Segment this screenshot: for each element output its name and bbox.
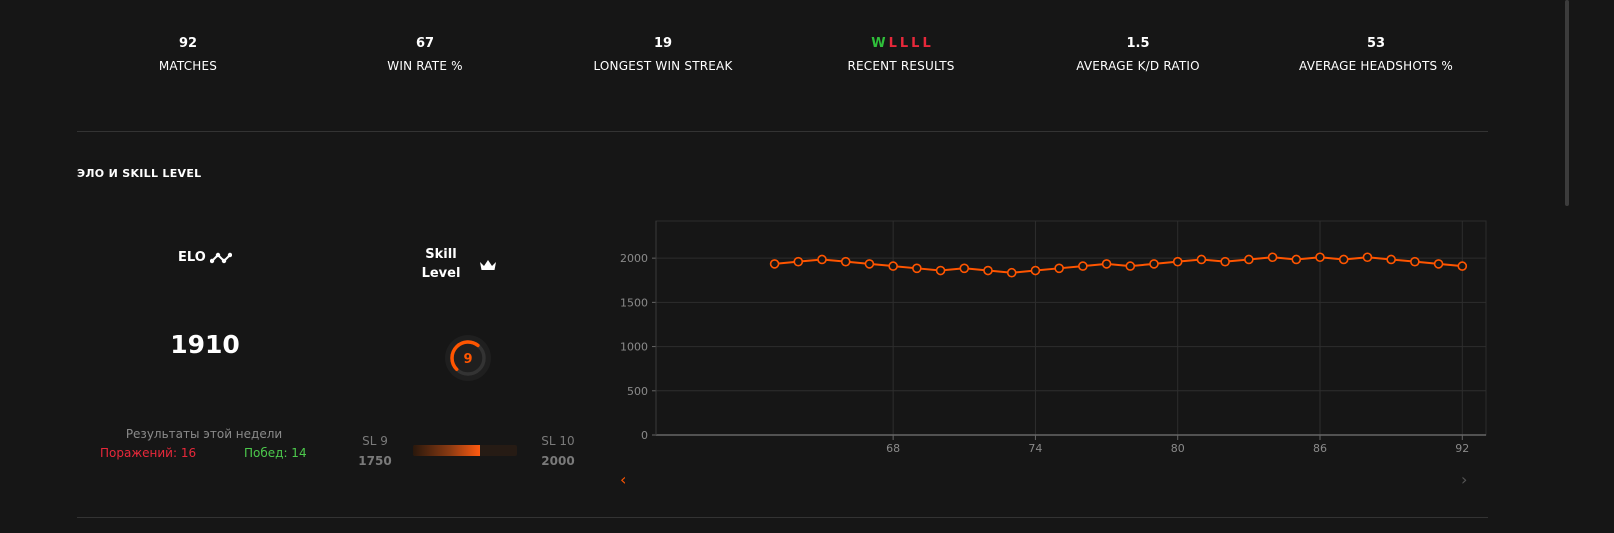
skill-label-line2: Level — [421, 266, 461, 281]
elo-data-point — [1457, 261, 1468, 271]
stat-value: 1.5 — [1126, 36, 1150, 51]
chart-prev-button[interactable]: ‹ — [620, 470, 627, 489]
stat-win-rate: 67 WIN RATE % — [305, 36, 545, 75]
elo-data-point — [1338, 254, 1349, 265]
bottom-divider — [77, 517, 1488, 518]
elo-data-point — [840, 256, 851, 267]
elo-data-point — [769, 259, 780, 269]
scrollbar-track[interactable] — [1560, 0, 1574, 533]
elo-trend-icon — [209, 252, 232, 263]
stat-label: AVERAGE K/D RATIO — [1076, 59, 1200, 73]
elo-data-point — [912, 263, 922, 274]
elo-data-point — [983, 265, 993, 276]
x-tick-label: 80 — [1171, 442, 1185, 455]
elo-data-point — [1125, 261, 1136, 271]
elo-data-point — [793, 256, 804, 267]
result-loss: L — [888, 36, 897, 51]
weekly-results-title: Результаты этой недели — [125, 427, 283, 441]
result-loss: L — [922, 36, 931, 51]
elo-data-point — [1267, 252, 1278, 263]
elo-data-point — [888, 261, 898, 271]
crown-icon — [480, 260, 496, 270]
stat-label: AVERAGE HEADSHOTS % — [1299, 59, 1453, 73]
y-tick-label: 2000 — [620, 252, 648, 265]
x-tick-label: 92 — [1455, 442, 1469, 455]
skill-level-label: Skill Level — [416, 245, 466, 283]
elo-data-point — [959, 263, 970, 274]
elo-data-point — [1101, 259, 1112, 269]
elo-data-point — [1078, 261, 1088, 271]
y-tick-label: 1000 — [620, 341, 648, 354]
stat-longest-win-streak: 19 LONGEST WIN STREAK — [543, 36, 783, 75]
elo-data-point — [1196, 254, 1207, 265]
sl-to-label: SL 10 — [541, 434, 575, 448]
stat-value: 19 — [653, 36, 673, 51]
skill-label-line1: Skill — [425, 247, 457, 262]
weekly-wins: Побед: 14 — [244, 446, 307, 460]
elo-value: 1910 — [170, 330, 240, 359]
plot-area — [655, 220, 1487, 436]
sl-from-label: SL 9 — [362, 434, 388, 448]
stat-label: LONGEST WIN STREAK — [593, 59, 733, 73]
elo-label-group: ELO — [178, 250, 232, 265]
weekly-losses: Поражений: 16 — [100, 446, 197, 460]
y-tick-label: 0 — [641, 429, 648, 442]
elo-data-point — [864, 259, 875, 269]
stat-value: 53 — [1366, 36, 1386, 51]
elo-data-point — [1149, 259, 1159, 269]
stats-row: 92 MATCHES 67 WIN RATE % 19 LONGEST WIN … — [0, 0, 1560, 130]
stat-value: 67 — [415, 36, 435, 51]
result-loss: L — [899, 36, 909, 51]
stat-label: RECENT RESULTS — [847, 59, 955, 73]
result-loss: L — [911, 36, 920, 51]
scrollbar-thumb[interactable] — [1565, 0, 1569, 206]
section-title: ЭЛО И SKILL LEVEL — [77, 167, 202, 180]
x-tick-label: 74 — [1028, 442, 1042, 455]
elo-data-point — [935, 265, 946, 276]
elo-history-chart: 0 500 1000 1500 2000 68 74 80 86 92 — [620, 220, 1487, 455]
elo-data-point — [1054, 263, 1064, 274]
sl-from-value: 1750 — [358, 454, 392, 468]
stat-label: WIN RATE % — [387, 59, 463, 73]
section-divider — [77, 131, 1488, 132]
stat-value: 92 — [178, 36, 198, 51]
x-tick-label: 68 — [886, 442, 900, 455]
result-win: W — [871, 36, 886, 51]
elo-data-point — [1291, 254, 1302, 265]
elo-data-point — [1244, 254, 1254, 265]
elo-data-point — [1006, 267, 1017, 278]
elo-data-point — [1362, 252, 1373, 263]
elo-data-point — [817, 254, 827, 265]
x-tick-label: 86 — [1313, 442, 1327, 455]
y-tick-label: 1500 — [620, 296, 648, 309]
elo-series-line — [774, 256, 1463, 274]
elo-data-point — [1433, 259, 1444, 269]
stat-matches: 92 MATCHES — [68, 36, 308, 75]
stat-label: MATCHES — [158, 59, 218, 73]
sl-progress-bar — [413, 445, 517, 456]
stat-average-headshots: 53 AVERAGE HEADSHOTS % — [1256, 36, 1496, 75]
elo-data-point — [1386, 254, 1396, 265]
elo-data-point — [1220, 256, 1230, 267]
elo-data-point — [1410, 256, 1420, 267]
chart-next-button[interactable]: › — [1461, 470, 1468, 489]
elo-data-point — [1172, 256, 1183, 267]
elo-label: ELO — [178, 250, 206, 265]
elo-data-point — [1315, 252, 1325, 263]
elo-data-point — [1030, 265, 1041, 276]
sl-progress-fill — [413, 445, 480, 456]
stat-average-kd: 1.5 AVERAGE K/D RATIO — [1018, 36, 1258, 75]
skill-level-badge: 9 — [445, 335, 491, 381]
skill-level-number: 9 — [463, 352, 472, 367]
sl-to-value: 2000 — [541, 454, 575, 468]
y-tick-label: 500 — [627, 385, 648, 398]
